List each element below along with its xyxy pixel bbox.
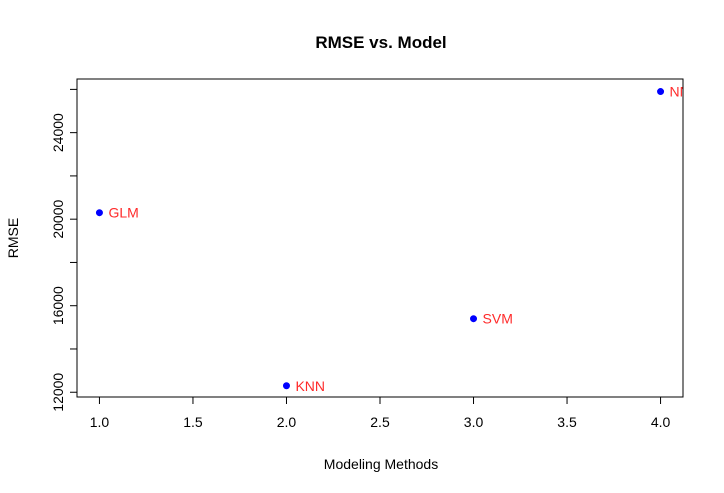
y-tick-label: 24000 — [50, 113, 66, 152]
point-label: SVM — [483, 311, 513, 327]
y-tick-label: 16000 — [50, 286, 66, 325]
data-point — [470, 315, 478, 323]
point-label: KNN — [295, 378, 325, 394]
x-tick-label: 1.5 — [183, 414, 203, 430]
x-tick-label: 2.5 — [370, 414, 390, 430]
x-tick-label: 3.5 — [557, 414, 577, 430]
y-tick-label: 20000 — [50, 200, 66, 239]
points-layer: GLM KNN SVM NN — [95, 84, 690, 394]
point-label: GLM — [108, 205, 138, 221]
x-tick-label: 2.0 — [277, 414, 297, 430]
chart-title: RMSE vs. Model — [315, 33, 446, 52]
data-point — [282, 382, 290, 390]
x-tick-label: 1.0 — [90, 414, 110, 430]
x-tick-label: 3.0 — [464, 414, 484, 430]
data-point — [657, 88, 665, 96]
y-axis: 12000 16000 20000 24000 — [50, 88, 78, 412]
data-point — [95, 209, 103, 217]
y-axis-title: RMSE — [5, 218, 21, 258]
x-axis-title: Modeling Methods — [324, 456, 438, 472]
y-tick-label: 12000 — [50, 373, 66, 412]
x-axis: 1.0 1.5 2.0 2.5 3.0 3.5 4.0 — [90, 396, 671, 430]
plot-frame — [76, 78, 684, 398]
point-label: NN — [670, 84, 690, 100]
x-tick-label: 4.0 — [651, 414, 671, 430]
